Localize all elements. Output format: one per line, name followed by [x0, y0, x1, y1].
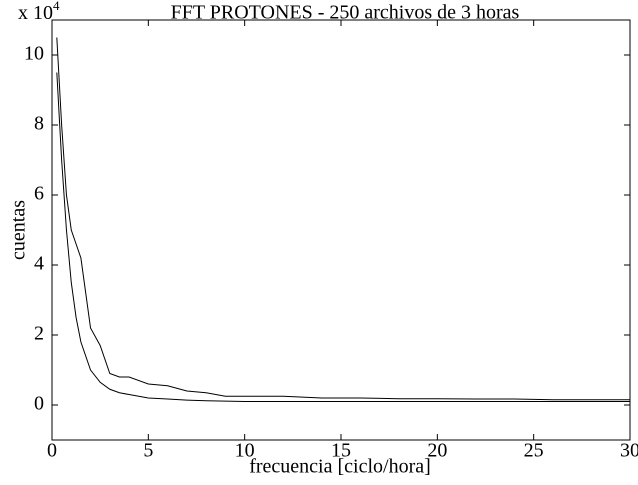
y-axis-label: cuentas	[8, 200, 30, 260]
x-tick-label: 0	[47, 440, 57, 462]
x-axis-label: frecuencia [ciclo/hora]	[249, 456, 431, 478]
x-tick-label: 5	[143, 440, 153, 462]
x-tick-label: 30	[620, 440, 638, 462]
plot-frame	[51, 19, 631, 441]
y-tick-label: 10	[24, 43, 44, 65]
chart-title: FFT PROTONES - 250 archivos de 3 horas	[171, 2, 520, 24]
y-tick-label: 8	[34, 113, 44, 135]
x-tick-label: 15	[331, 440, 351, 462]
y-multiplier: x 104	[18, 0, 60, 24]
y-tick-label: 4	[34, 253, 44, 275]
x-tick-label: 10	[235, 440, 255, 462]
y-tick-label: 0	[34, 393, 44, 415]
x-tick-label: 25	[524, 440, 544, 462]
y-tick-label: 2	[34, 323, 44, 345]
data-line	[56, 37, 630, 401]
x-tick-label: 20	[427, 440, 447, 462]
data-line	[56, 72, 630, 402]
y-tick-label: 6	[34, 183, 44, 205]
